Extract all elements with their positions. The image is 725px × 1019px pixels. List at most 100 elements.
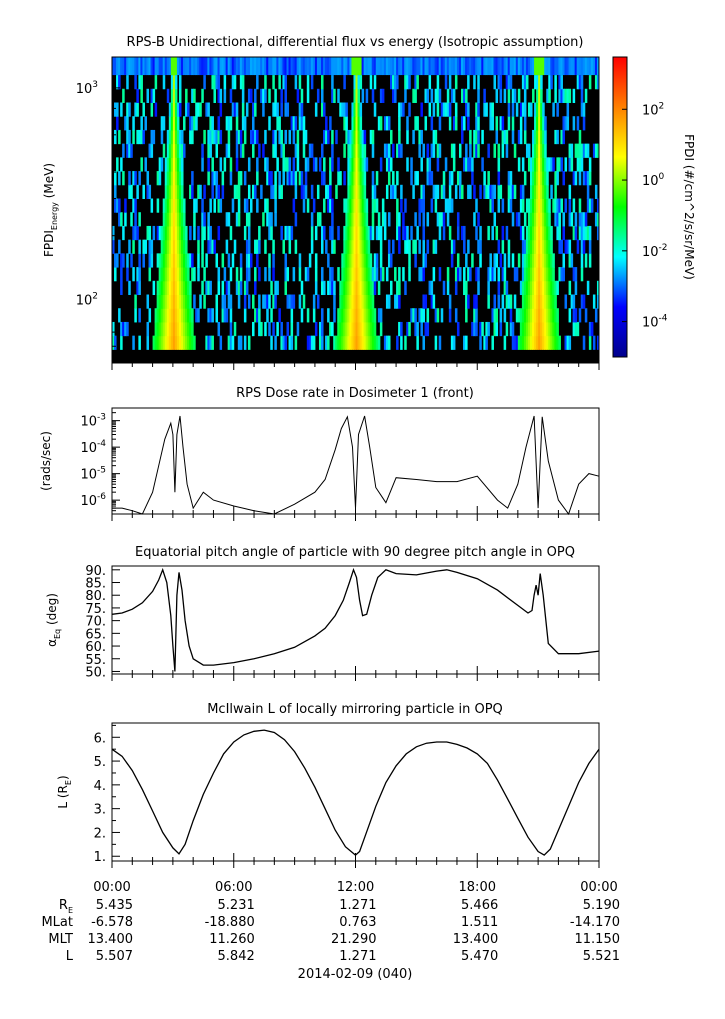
- spectrogram-cell: [511, 212, 515, 227]
- spectrogram-cell: [574, 321, 578, 337]
- spectrogram-cell: [385, 116, 389, 131]
- spectrogram-cell: [209, 143, 212, 158]
- spectrogram-cell: [548, 75, 551, 90]
- spectrogram-cell: [495, 321, 499, 337]
- spectrogram-cell: [355, 253, 359, 268]
- spectrogram-cell: [487, 57, 490, 76]
- dose-y-tick-label-base: 10: [80, 415, 97, 430]
- spectrogram-cell: [430, 198, 434, 213]
- spectrogram-cell: [227, 253, 231, 268]
- spectrogram-cell: [209, 57, 212, 76]
- spectrogram-cell: [542, 321, 545, 337]
- spectrogram-cell: [359, 239, 363, 254]
- spectrogram-cell: [300, 116, 304, 131]
- colorbar-tick-exp: 2: [659, 101, 665, 111]
- spectrogram-cell: [424, 88, 428, 103]
- spectrogram-cell: [180, 239, 184, 254]
- spectrogram-cell: [552, 280, 555, 296]
- spectrogram-cell: [428, 171, 432, 186]
- spectrogram-cell: [588, 171, 592, 186]
- spectrogram-cell: [552, 321, 555, 337]
- spectrogram-cell: [114, 171, 117, 186]
- lshell-y-label: L (RE): [56, 775, 73, 808]
- spectrogram-cell: [497, 294, 501, 309]
- spectrogram-cell: [274, 57, 277, 76]
- spectrogram-cell: [132, 239, 135, 254]
- spectrogram-cell: [525, 75, 529, 90]
- spectrogram-cell: [387, 171, 391, 186]
- x-row-value: 11.260: [209, 932, 255, 947]
- spectrogram-cell: [532, 184, 535, 200]
- spectrogram-cell: [438, 88, 442, 103]
- spectrogram-cell: [530, 294, 533, 309]
- spectrogram-cell: [331, 321, 334, 337]
- spectrogram-cell: [361, 212, 365, 227]
- spectrogram-cell: [191, 171, 194, 186]
- spectrogram-cell: [550, 294, 553, 309]
- spectrogram-cell: [550, 157, 553, 172]
- spectrogram-cell: [469, 157, 472, 172]
- spectrogram-cell: [544, 253, 547, 268]
- spectrogram-cell: [420, 57, 423, 76]
- spectrogram-cell: [369, 129, 373, 145]
- spectrogram-cell: [339, 294, 342, 309]
- spectrogram-cell: [229, 321, 233, 337]
- spectrogram-cell: [148, 267, 152, 282]
- dose-panel: RPS Dose rate in Dosimeter 1 (front) 10-…: [39, 386, 600, 521]
- spectrogram-cell: [193, 225, 196, 241]
- spectrogram-cell: [195, 102, 198, 117]
- spectrogram-cell: [517, 308, 521, 323]
- spectrogram-cell: [166, 308, 170, 323]
- spectrogram-cell: [166, 212, 170, 227]
- spectrogram-cell: [359, 184, 363, 200]
- spectrogram-cell: [227, 212, 231, 227]
- spectrogram-cell: [268, 294, 271, 309]
- lshell-y-tick-label: 5.: [94, 755, 106, 770]
- spectrogram-cell: [381, 198, 385, 213]
- spectrogram-cell: [203, 225, 206, 241]
- spectrogram-cell: [357, 129, 361, 145]
- spectrogram-cell: [519, 184, 523, 200]
- spectrogram-cell: [509, 198, 513, 213]
- spectrogram-cell: [337, 308, 340, 323]
- spectrogram-cell: [316, 212, 320, 227]
- spectrogram-cell: [396, 198, 399, 213]
- spectrogram-cell: [540, 253, 543, 268]
- pitch-y-tick-label: 75.: [85, 602, 106, 617]
- spectrogram-cell: [148, 184, 152, 200]
- spectrogram-cell: [176, 212, 180, 227]
- spectrogram-cell: [452, 157, 456, 172]
- spectrogram-cell: [544, 212, 547, 227]
- spectrogram-cell: [349, 184, 352, 200]
- spectrogram-cell: [379, 225, 383, 241]
- x-row-value: 1.271: [339, 898, 376, 913]
- spectrogram-cell: [578, 308, 582, 323]
- spectrogram-cell: [418, 143, 421, 158]
- spectrogram-cell: [229, 308, 233, 323]
- spectrogram-cell: [353, 184, 356, 200]
- spectrogram-cell: [197, 267, 200, 282]
- spectrogram-cell: [444, 198, 448, 213]
- spectrogram-cell: [365, 321, 369, 337]
- spectrogram-cell: [554, 212, 557, 227]
- colorbar-tick-base: 10: [642, 174, 659, 189]
- spectrogram-cell: [122, 321, 125, 337]
- spectrogram-cell: [355, 308, 359, 323]
- spectrogram-cell: [312, 335, 316, 350]
- spectrogram-cell: [367, 239, 371, 254]
- spectrogram-cell: [323, 225, 326, 241]
- spectrogram-cell: [530, 184, 533, 200]
- spectrogram-cell: [191, 129, 194, 145]
- spectrogram-cell: [534, 267, 537, 282]
- spectrogram-cell: [463, 116, 466, 131]
- spectrogram-cell: [532, 198, 535, 213]
- x-row-label: MLat: [41, 915, 73, 930]
- spectrogram-cell: [323, 280, 326, 296]
- spectrogram-cell: [128, 171, 131, 186]
- spectrogram-cell: [130, 143, 133, 158]
- spectrogram-cell: [375, 253, 379, 268]
- spectrogram-cell: [369, 75, 373, 90]
- spectrogram-cell: [286, 321, 290, 337]
- spectrogram-cell: [120, 253, 123, 268]
- spectrogram-cell: [538, 280, 541, 296]
